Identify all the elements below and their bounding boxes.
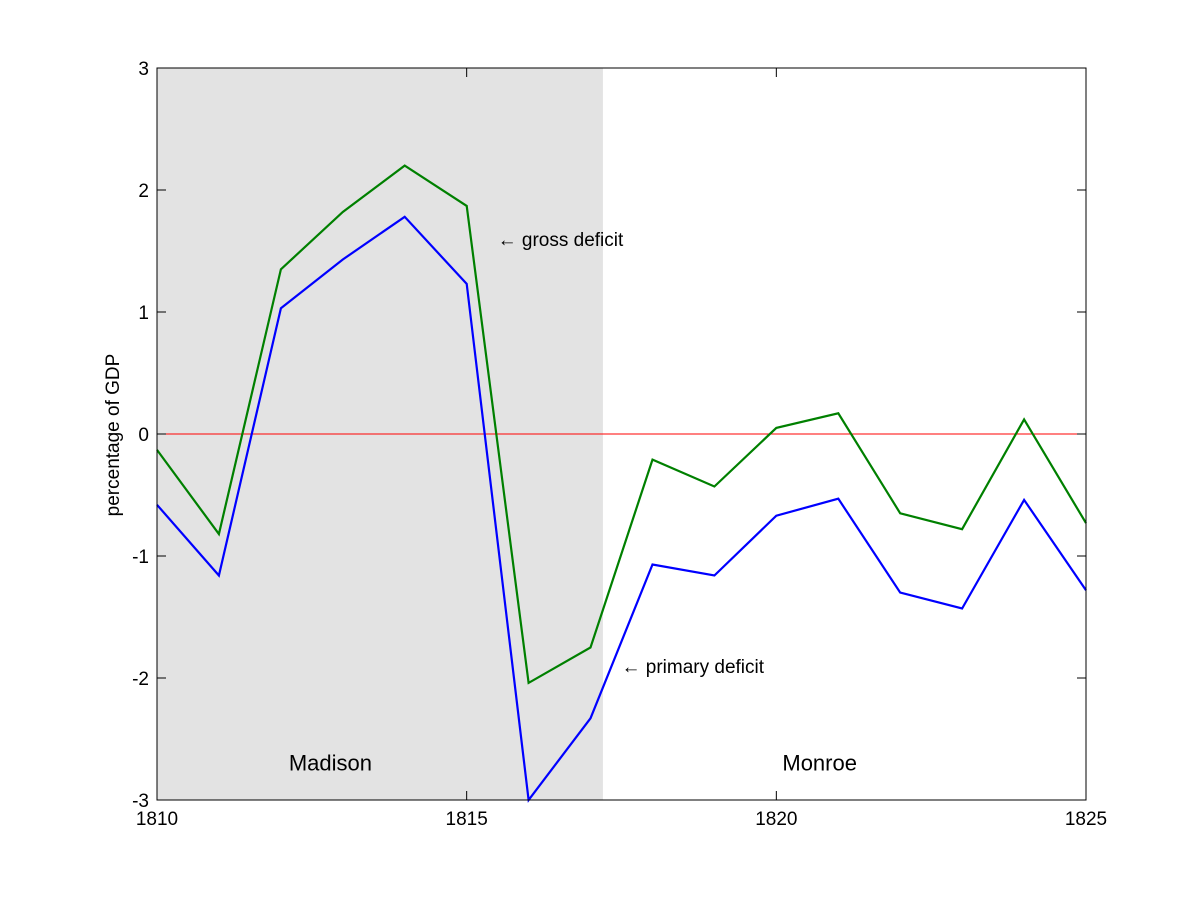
region-label-3: Monroe <box>782 750 857 775</box>
y-tick-label: -3 <box>132 791 149 812</box>
y-tick-label: 2 <box>138 181 149 202</box>
y-tick-label: 0 <box>138 425 149 446</box>
y-axis-label: percentage of GDP <box>103 354 124 517</box>
region-label-2: Madison <box>289 750 372 775</box>
x-tick-label: 1825 <box>1065 809 1107 830</box>
series-line-0 <box>156 164 1087 685</box>
x-tick-label: 1815 <box>446 809 488 830</box>
y-tick-label: 3 <box>138 59 149 80</box>
x-tick-label: 1810 <box>136 809 178 830</box>
x-tick-label: 1820 <box>755 809 797 830</box>
y-tick-label: -1 <box>132 547 149 568</box>
y-tick-label: -2 <box>132 669 149 690</box>
y-tick-label: 1 <box>138 303 149 324</box>
series-line-1 <box>156 215 1087 803</box>
series-annotation-1: ← primary deficit <box>622 657 765 678</box>
series-annotation-0: ← gross deficit <box>498 230 624 251</box>
